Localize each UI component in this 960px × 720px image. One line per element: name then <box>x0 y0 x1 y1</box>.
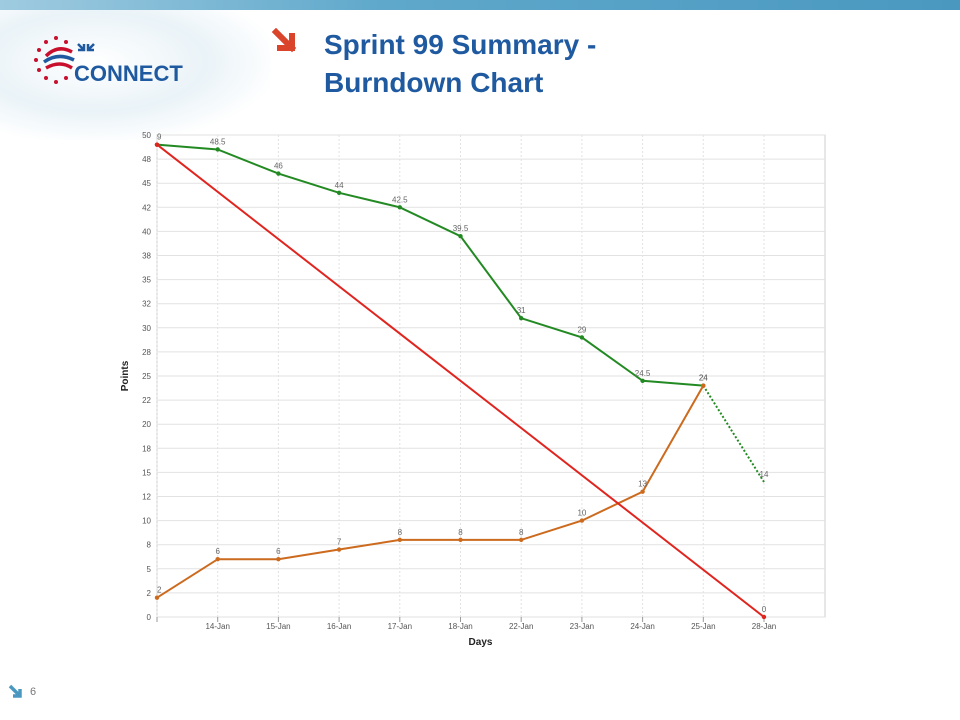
y-tick-label: 32 <box>142 300 151 309</box>
data-label: 46 <box>274 162 283 171</box>
series-line-3 <box>156 143 765 618</box>
slide-title-line2: Burndown Chart <box>324 67 544 98</box>
data-label: 44 <box>335 181 344 190</box>
data-label: 8 <box>398 528 403 537</box>
title-arrow-icon <box>272 28 297 53</box>
data-point <box>336 547 342 552</box>
y-tick-label: 8 <box>147 541 152 550</box>
data-point <box>701 383 706 388</box>
y-tick-label: 12 <box>142 493 151 502</box>
y-tick-label: 18 <box>142 444 151 453</box>
y-tick-label: 28 <box>142 348 151 357</box>
x-tick-label: 15-Jan <box>266 622 290 631</box>
x-tick-label: 23-Jan <box>570 622 594 631</box>
data-point <box>761 614 767 620</box>
y-tick-label: 50 <box>142 131 151 140</box>
data-point <box>579 518 585 523</box>
data-label: 8 <box>458 528 463 537</box>
data-label: 0 <box>762 605 767 614</box>
data-point <box>640 378 645 384</box>
data-label: 48.5 <box>210 137 226 146</box>
top-accent-bar <box>0 0 960 10</box>
slide-title-line1: Sprint 99 Summary - <box>324 29 597 60</box>
data-point <box>519 315 524 321</box>
chart-series <box>154 142 767 620</box>
data-label: 39.5 <box>453 224 469 233</box>
y-tick-label: 42 <box>142 203 151 212</box>
y-tick-label: 48 <box>142 155 151 164</box>
connect-logo: CONNECT <box>34 36 183 86</box>
y-tick-label: 45 <box>142 179 151 188</box>
logo-swirl <box>42 47 75 70</box>
data-point <box>579 335 585 340</box>
x-tick-label: 22-Jan <box>509 622 533 631</box>
chart-grid <box>156 134 826 622</box>
data-point <box>215 556 220 562</box>
data-label: 13 <box>638 480 647 489</box>
series-line-2 <box>156 385 705 599</box>
data-labels: 9 48.5 46 44 42.5 39.5 31 29 24.5 24 14 2 6 6 7 8 8 8 10 13… <box>157 133 769 614</box>
y-tick-label: 40 <box>142 227 151 236</box>
y-tick-label: 35 <box>142 276 151 285</box>
data-point <box>336 190 342 196</box>
data-point <box>397 537 402 543</box>
data-point <box>154 142 160 147</box>
page-number: 6 <box>30 686 37 698</box>
y-tick-label: 25 <box>142 372 151 381</box>
series-line-0 <box>156 143 704 387</box>
footer-arrow-icon <box>8 684 22 698</box>
y-tick-label: 30 <box>142 324 151 333</box>
logo-star-ring <box>34 36 68 84</box>
x-tick-label: 17-Jan <box>388 622 412 631</box>
data-point <box>276 556 281 562</box>
y-tick-label: 15 <box>142 468 151 477</box>
data-label: 31 <box>517 306 526 315</box>
data-label: 9 <box>157 133 162 142</box>
x-tick-label: 28-Jan <box>752 622 776 631</box>
logo-text: CONNECT <box>74 61 183 86</box>
data-label: 2 <box>157 586 162 595</box>
x-tick-label: 25-Jan <box>691 622 715 631</box>
y-tick-label: 10 <box>142 517 151 526</box>
data-point <box>276 171 281 176</box>
series-line-1 <box>702 385 765 483</box>
logo-background-glow <box>0 10 270 140</box>
data-label: 24.5 <box>635 369 651 378</box>
y-tick-label: 20 <box>142 420 151 429</box>
data-point <box>397 205 402 210</box>
x-axis-label: Days <box>469 637 493 648</box>
data-label: 14 <box>760 470 769 479</box>
slide-title: Sprint 99 Summary - Burndown Chart <box>324 26 744 102</box>
data-point <box>215 147 220 152</box>
data-label: 24 <box>699 374 708 383</box>
logo-arrows-icon <box>77 43 95 52</box>
x-tick-label: 24-Jan <box>630 622 654 631</box>
y-tick-label: 22 <box>142 396 151 405</box>
data-point <box>458 537 463 543</box>
data-label: 6 <box>215 547 220 556</box>
data-label: 24 <box>699 374 708 383</box>
y-axis-label: Points <box>120 360 131 391</box>
data-point <box>640 489 645 494</box>
y-tick-label: 2 <box>147 589 152 598</box>
y-tick-label: 5 <box>147 565 152 574</box>
data-point <box>458 234 463 239</box>
data-point <box>154 595 160 600</box>
data-label: 42.5 <box>392 195 408 204</box>
x-tick-label: 18-Jan <box>448 622 472 631</box>
data-label: 29 <box>577 325 586 334</box>
x-tick-label: 16-Jan <box>327 622 351 631</box>
data-label: 6 <box>276 547 281 556</box>
data-label: 10 <box>577 509 586 518</box>
x-tick-label: 14-Jan <box>205 622 229 631</box>
data-label: 8 <box>519 528 524 537</box>
data-label: 7 <box>337 538 342 547</box>
data-point <box>519 537 524 543</box>
y-tick-label: 0 <box>147 613 152 622</box>
y-tick-label: 38 <box>142 252 151 261</box>
x-axis-ticks: 14-Jan 15-Jan 16-Jan 17-Jan 18-Jan 22-Jan 23-J… <box>205 622 776 631</box>
